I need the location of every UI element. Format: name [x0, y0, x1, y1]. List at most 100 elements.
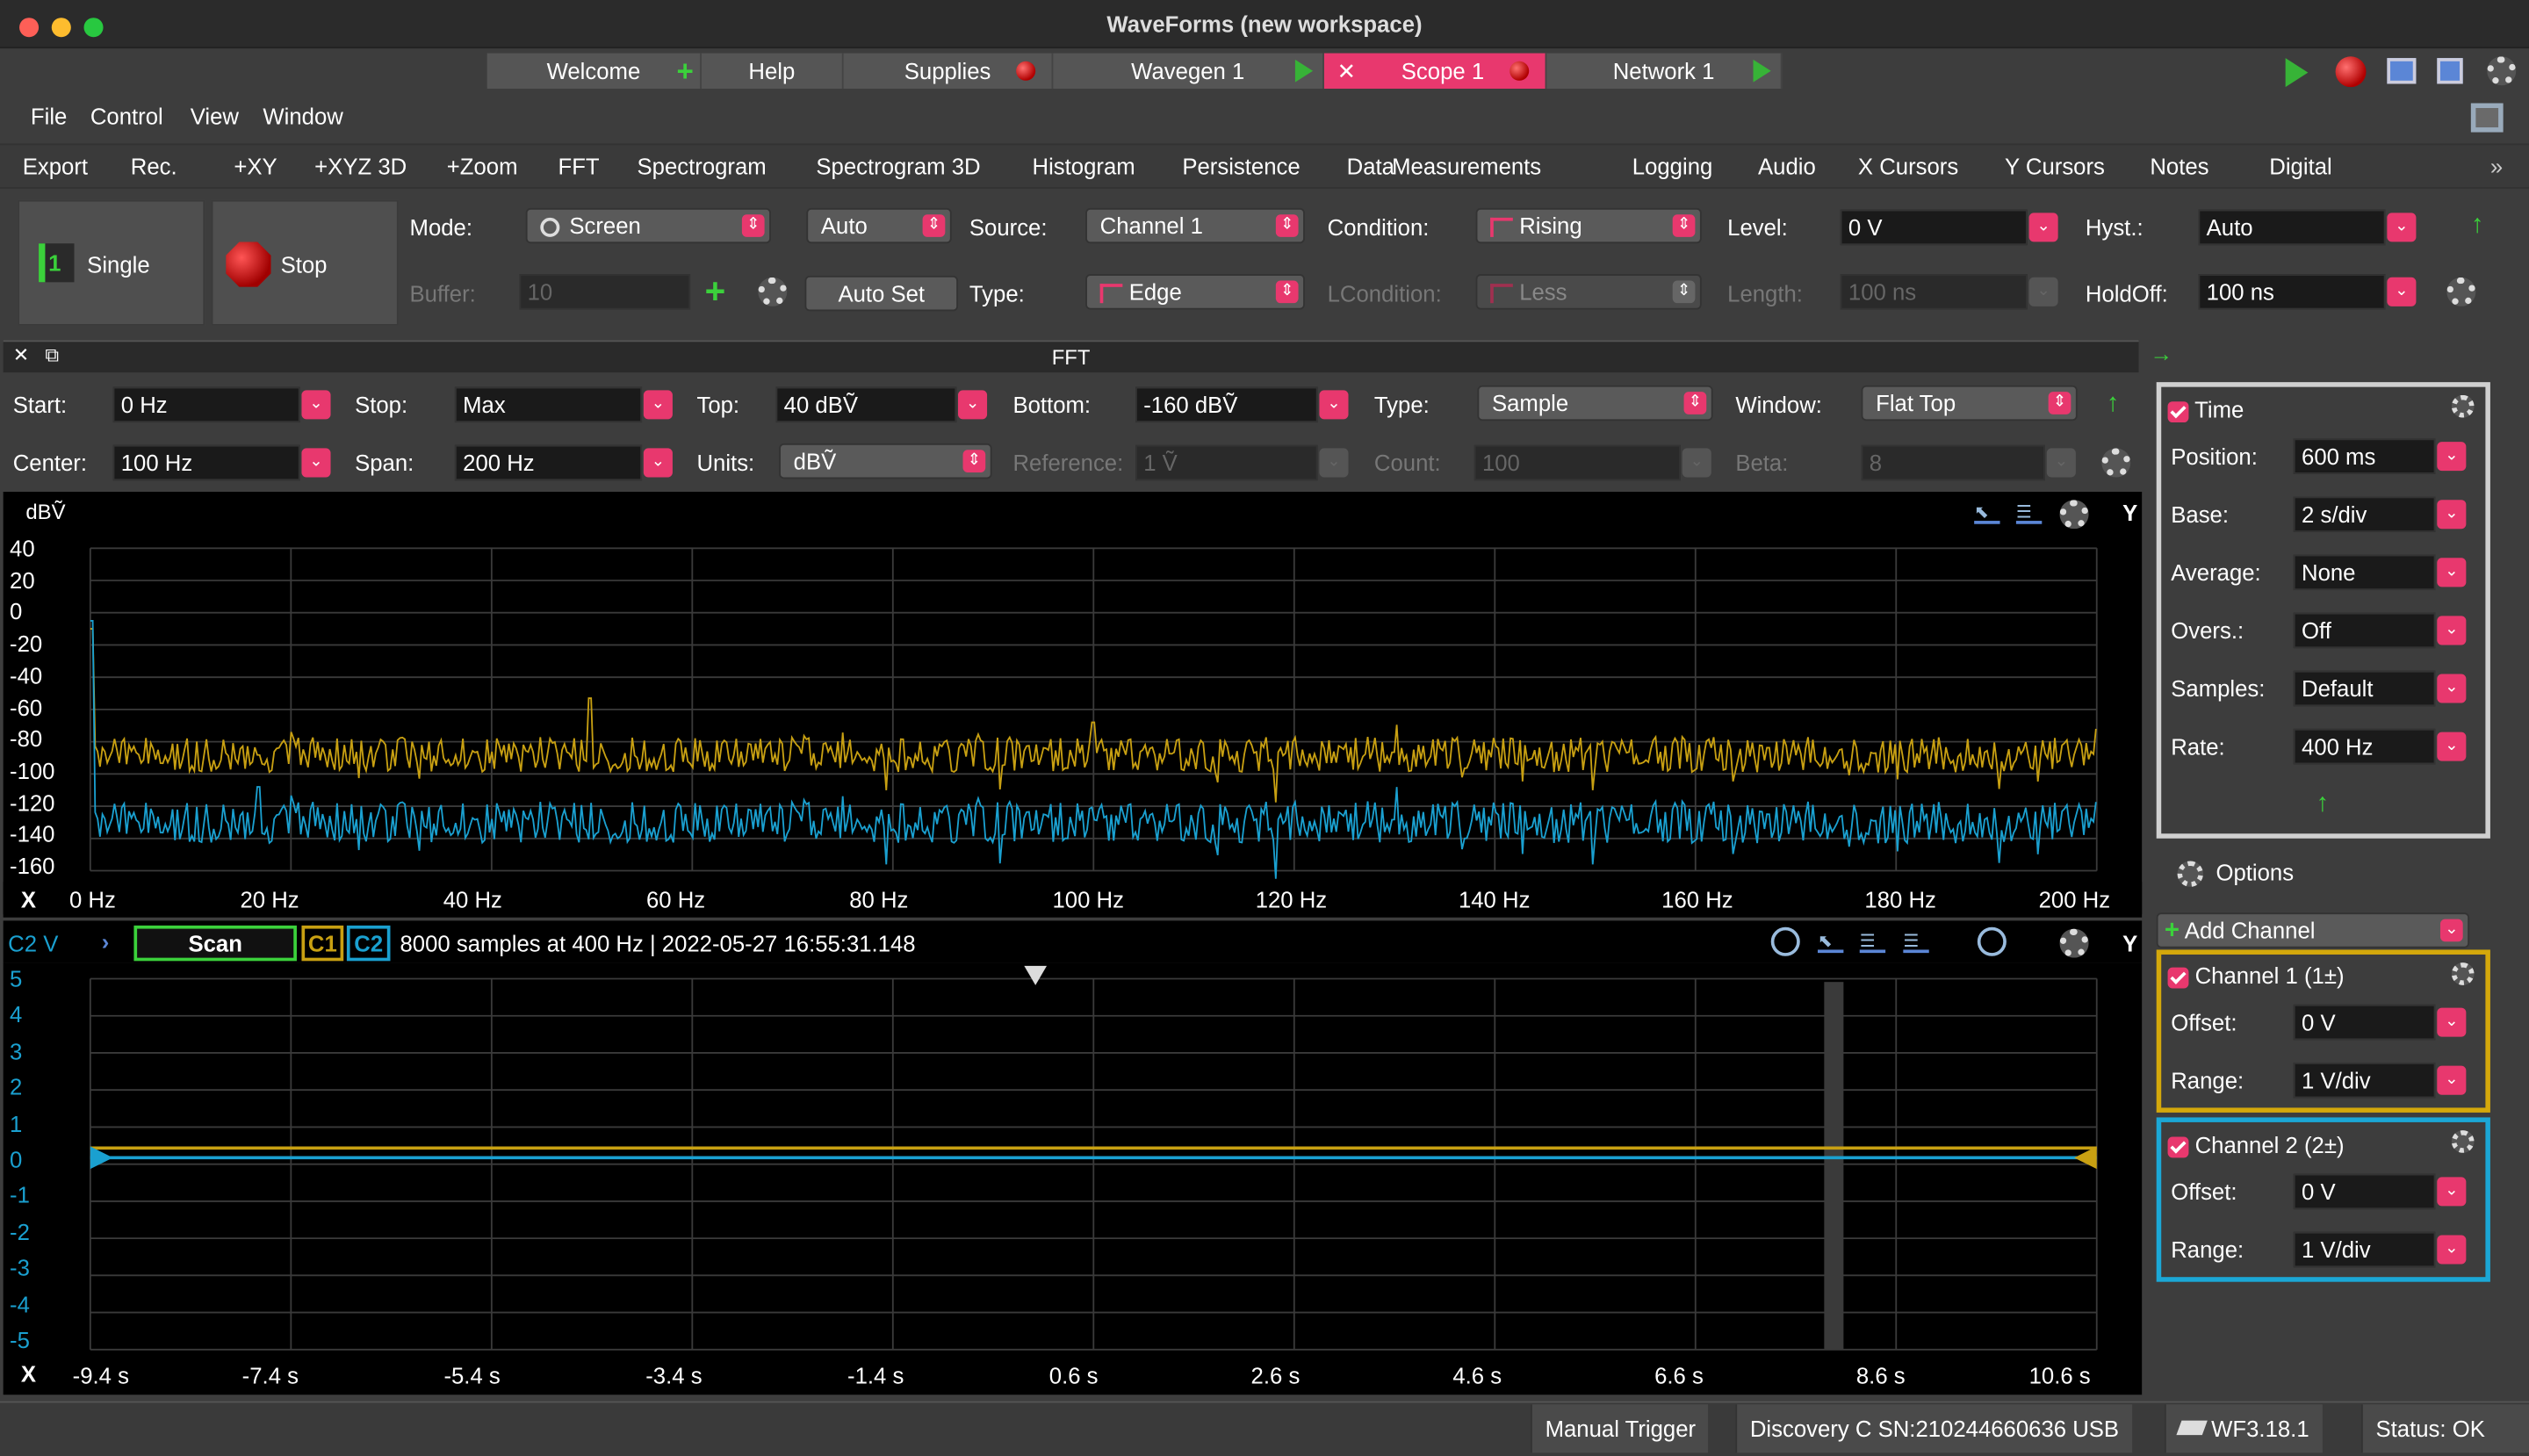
fft-center-input[interactable]: 100 Hz ⌄	[112, 444, 331, 481]
hyst-input[interactable]: Auto ⌄	[2198, 209, 2417, 246]
auto-set-button[interactable]: Auto Set	[804, 275, 959, 312]
toolbar-data[interactable]: Data	[1346, 153, 1394, 179]
chevron-down-icon[interactable]: ⌄	[2437, 500, 2467, 530]
toolbar-histogram[interactable]: Histogram	[1032, 153, 1135, 179]
chevron-down-icon[interactable]: ⌄	[2437, 1007, 2467, 1037]
add-channel-select[interactable]: + Add Channel ⌄	[2156, 912, 2470, 948]
channel2-range-input[interactable]: 1 V/div ⌄	[2293, 1231, 2467, 1268]
chevron-down-icon[interactable]: ⌄	[2387, 213, 2417, 242]
cursor-icon[interactable]: ⬉	[1817, 930, 1844, 954]
toolbar-zoom[interactable]: +Zoom	[446, 153, 518, 179]
toolbar-logging[interactable]: Logging	[1632, 153, 1713, 179]
add-buffer-icon[interactable]: +	[704, 270, 726, 312]
time-panel-title[interactable]: Time	[2167, 397, 2244, 422]
settings-icon[interactable]	[2487, 56, 2517, 86]
channel2-checkbox[interactable]	[2167, 1136, 2189, 1157]
chevron-down-icon[interactable]: ⌄	[1319, 390, 1349, 420]
fft-span-input[interactable]: 200 Hz ⌄	[454, 444, 673, 481]
toolbar-digital[interactable]: Digital	[2269, 153, 2332, 179]
zoom-out-icon[interactable]	[1977, 926, 2007, 956]
length-input[interactable]: 100 ns ⌄	[1840, 274, 2058, 310]
channel1-checkbox[interactable]	[2167, 967, 2189, 989]
auto-select[interactable]: Auto ⇕	[806, 207, 952, 244]
record-icon[interactable]	[1016, 61, 1036, 81]
version-status[interactable]: WF3.18.1	[2164, 1404, 2323, 1453]
toolbar-xcursors[interactable]: X Cursors	[1857, 153, 1959, 179]
channel-axis-label[interactable]: C2 V	[8, 930, 59, 956]
c2-toggle[interactable]: C2	[346, 925, 391, 962]
trigger-position-marker[interactable]	[1024, 965, 1048, 985]
dock-icon[interactable]	[2437, 58, 2463, 84]
minimize-window-button[interactable]	[51, 18, 71, 38]
samples-input[interactable]: Default ⌄	[2293, 670, 2467, 707]
chevron-down-icon[interactable]: ⌄	[2437, 1235, 2467, 1265]
fft-collapse-arrow-icon[interactable]: ↑	[2106, 390, 2120, 418]
condition-select[interactable]: Rising ⇕	[1475, 207, 1702, 244]
fft-y-axis-button[interactable]: Y	[2122, 500, 2138, 526]
undock-icon[interactable]	[2470, 103, 2504, 133]
tab-scope[interactable]: ✕ Scope 1	[1323, 53, 1547, 89]
average-input[interactable]: None ⌄	[2293, 554, 2467, 591]
close-icon[interactable]: ✕	[1337, 58, 1357, 84]
single-button[interactable]: 1 Single	[18, 199, 205, 326]
rate-input[interactable]: 400 Hz ⌄	[2293, 728, 2467, 765]
fft-stop-input[interactable]: Max ⌄	[454, 386, 673, 423]
cursor-list-icon[interactable]: ☰	[1903, 930, 1929, 954]
tab-network[interactable]: Network 1	[1546, 53, 1783, 89]
time-collapse-arrow-icon[interactable]: ↑	[2316, 789, 2330, 818]
chevron-down-icon[interactable]: ⌄	[1682, 448, 1711, 478]
fft-reference-input[interactable]: 1 Ṽ ⌄	[1135, 444, 1349, 481]
scope-y-axis-button[interactable]: Y	[2122, 930, 2138, 956]
time-cursor-band[interactable]	[1824, 982, 1844, 1350]
toolbar-rec[interactable]: Rec.	[130, 153, 177, 179]
scan-button[interactable]: Scan	[133, 925, 297, 962]
base-input[interactable]: 2 s/div ⌄	[2293, 496, 2467, 532]
menu-control[interactable]: Control	[90, 103, 163, 129]
tab-help[interactable]: Help	[702, 53, 844, 89]
toolbar-xy[interactable]: +XY	[234, 153, 277, 179]
fft-settings-icon[interactable]	[2101, 448, 2131, 478]
toolbar-fft[interactable]: FFT	[558, 153, 600, 179]
c1-toggle[interactable]: C1	[301, 925, 344, 962]
chevron-down-icon[interactable]: ⌄	[2046, 448, 2076, 478]
stop-all-icon[interactable]	[2335, 56, 2367, 88]
toolbar-spectrogram3d[interactable]: Spectrogram 3D	[816, 153, 981, 179]
chevron-down-icon[interactable]: ⌄	[2437, 442, 2467, 472]
fft-start-input[interactable]: 0 Hz ⌄	[112, 386, 331, 423]
chevron-down-icon[interactable]: ⌄	[2437, 674, 2467, 703]
plus-icon[interactable]: +	[676, 54, 694, 88]
channel2-settings-icon[interactable]	[2451, 1130, 2475, 1153]
menu-window[interactable]: Window	[263, 103, 343, 129]
channel1-settings-icon[interactable]	[2451, 962, 2475, 985]
scope-plot-settings-icon[interactable]	[2059, 928, 2089, 958]
windows-icon[interactable]	[2387, 58, 2417, 84]
tab-welcome[interactable]: Welcome +	[487, 53, 702, 89]
overs-input[interactable]: Off ⌄	[2293, 612, 2467, 649]
toolbar-xyz3d[interactable]: +XYZ 3D	[314, 153, 407, 179]
lcondition-select[interactable]: Less ⇕	[1475, 274, 1702, 310]
chevron-down-icon[interactable]: ⌄	[301, 390, 331, 420]
fft-x-axis-button[interactable]: X	[20, 886, 37, 913]
position-input[interactable]: 600 ms ⌄	[2293, 438, 2467, 474]
chevron-down-icon[interactable]: ⌄	[958, 390, 988, 420]
close-window-button[interactable]	[19, 18, 40, 38]
cursor-align-icon[interactable]: ☰	[1859, 930, 1886, 954]
chevron-down-icon[interactable]: ⌄	[2028, 213, 2058, 242]
ch2-offset-marker[interactable]	[90, 1146, 113, 1170]
chevron-down-icon[interactable]: ⌄	[2437, 1065, 2467, 1095]
toolbar-notes[interactable]: Notes	[2150, 153, 2209, 179]
run-all-icon[interactable]	[2285, 58, 2309, 88]
chevron-down-icon[interactable]: ⌄	[2437, 1177, 2467, 1207]
chevron-down-icon[interactable]: ⌄	[643, 448, 673, 478]
toolbar-spectrogram[interactable]: Spectrogram	[637, 153, 767, 179]
fft-window-select[interactable]: Flat Top ⇕	[1861, 385, 2078, 422]
close-icon[interactable]: ✕	[12, 343, 30, 366]
chevron-down-icon[interactable]: ⌄	[643, 390, 673, 420]
menu-file[interactable]: File	[30, 103, 68, 129]
chevron-down-icon[interactable]: ⌄	[1319, 448, 1349, 478]
level-input[interactable]: 0 V ⌄	[1840, 209, 2058, 246]
channel2-title[interactable]: Channel 2 (2±)	[2167, 1132, 2345, 1157]
zoom-window-button[interactable]	[83, 18, 104, 38]
collapse-arrow-icon[interactable]: ↑	[2470, 211, 2484, 239]
cursor-align-icon[interactable]: ☰	[2015, 501, 2043, 524]
